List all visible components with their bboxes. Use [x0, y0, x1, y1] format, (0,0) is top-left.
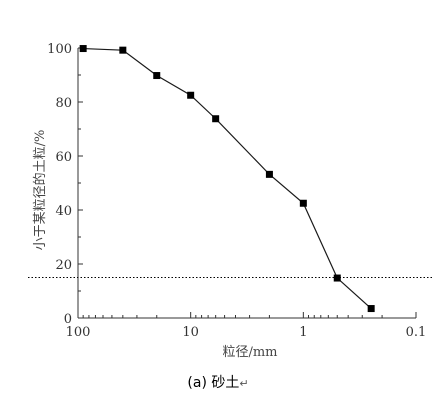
y-tick-label-3: 60 — [55, 150, 72, 165]
y-axis-title-group: 小于某粒径的土粒/% — [32, 130, 48, 251]
data-point-3 — [187, 91, 195, 99]
data-point-7 — [333, 274, 341, 282]
y-tick-label-2: 40 — [55, 204, 72, 219]
series-line — [83, 47, 372, 309]
caption-text: (a) 砂土 — [187, 375, 240, 391]
x-axis-title: 粒径/mm — [222, 345, 277, 360]
data-point-1 — [119, 46, 127, 54]
y-tick-label-0: 0 — [64, 312, 72, 327]
x-tick-label-3: 0.1 — [406, 325, 427, 340]
data-point-6 — [299, 199, 307, 207]
y-tick-label-5: 100 — [47, 42, 72, 57]
y-tick-label-4: 80 — [55, 96, 72, 111]
data-point-2 — [153, 72, 161, 80]
paragraph-return-icon: ↵ — [239, 377, 249, 390]
data-point-8 — [367, 305, 375, 313]
y-tick-label-1: 20 — [55, 258, 72, 273]
grain-size-chart: 小于某粒径的土粒/% 粒径/mm 0 20 40 60 80 100 100 10 1 0.1 — [28, 42, 434, 360]
data-point-5 — [265, 170, 273, 178]
x-tick-label-1: 10 — [182, 325, 199, 340]
x-tick-label-0: 100 — [66, 325, 91, 340]
data-point-4 — [212, 115, 220, 123]
y-axis-title: 小于某粒径的土粒/% — [32, 130, 48, 251]
data-point-0 — [79, 45, 87, 53]
x-tick-label-2: 1 — [299, 325, 307, 340]
figure-caption: (a) 砂土↵ — [0, 372, 436, 392]
